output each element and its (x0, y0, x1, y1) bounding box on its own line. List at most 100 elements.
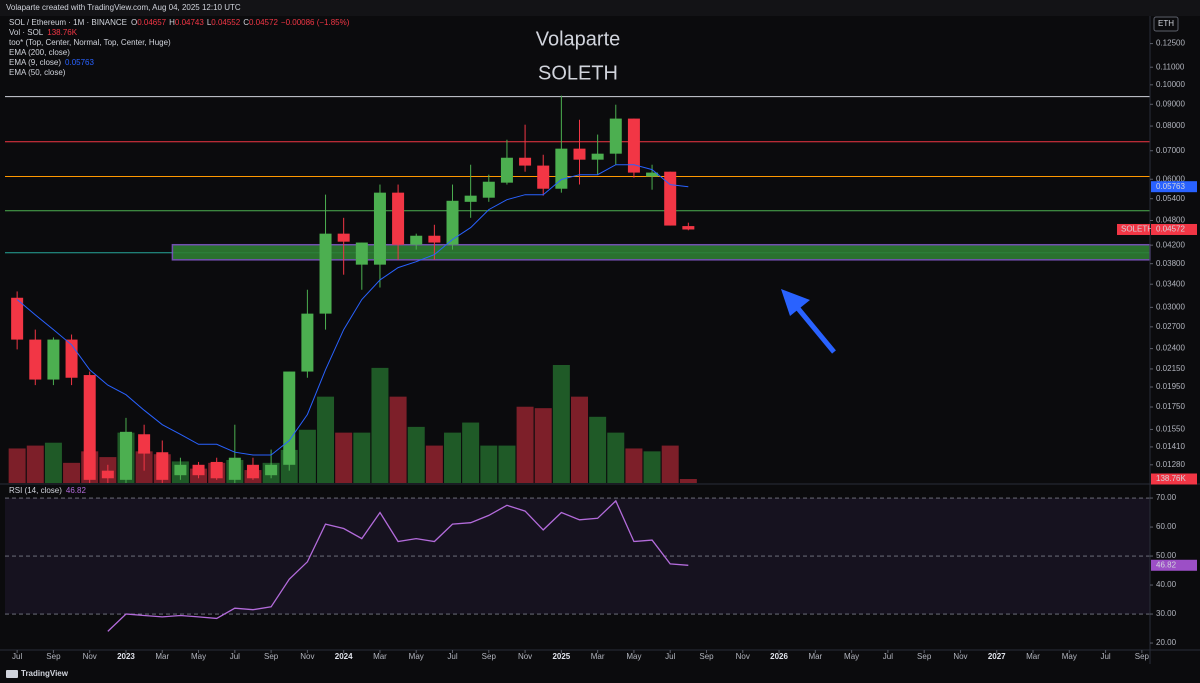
x-tick-label: 2024 (335, 652, 353, 661)
rsi-name: RSI (14, close) (9, 486, 62, 495)
volume-bar (607, 432, 625, 483)
volume-bar (371, 367, 389, 483)
symbol-tag-box (1117, 223, 1150, 235)
x-tick-label: Mar (373, 652, 387, 661)
x-tick-label: Sep (264, 652, 279, 661)
volume-bar (643, 451, 661, 483)
volume-bar (8, 448, 26, 483)
ohlc-value: 0.04572 (249, 18, 278, 27)
x-tick-label: 2026 (770, 652, 788, 661)
volume-tag: 138.76K (1156, 474, 1186, 483)
candle-body (664, 171, 677, 226)
candle-body (500, 157, 513, 183)
y-tick-label: 70.00 (1156, 493, 1177, 502)
candle-body (265, 464, 278, 476)
volume-bar (26, 445, 44, 483)
candle-body (11, 297, 24, 340)
candle-body (210, 461, 223, 479)
watermark: SOLETH (538, 62, 618, 84)
candle-body (428, 235, 441, 243)
y-tick-label: 0.01550 (1156, 425, 1185, 434)
currency-box[interactable] (1153, 16, 1179, 32)
x-tick-label: Jul (665, 652, 675, 661)
support-zone (171, 243, 1151, 261)
x-tick-label: Sep (482, 652, 497, 661)
x-tick-label: Nov (83, 652, 97, 661)
currency[interactable]: ETH (1158, 19, 1174, 28)
x-tick-label: Mar (1026, 652, 1040, 661)
volume-bar (335, 432, 353, 483)
brand: TradingView (21, 669, 69, 678)
y-tick-label: 0.08000 (1156, 121, 1185, 130)
x-tick-label: Sep (699, 652, 714, 661)
candle-body (392, 192, 405, 245)
x-tick-label: Jul (447, 652, 457, 661)
candle-body (47, 339, 60, 380)
plot-area (5, 95, 1151, 632)
volume-bar (63, 462, 81, 483)
x-tick-label: Sep (46, 652, 61, 661)
candle-body (246, 464, 259, 479)
x-tick-label: May (626, 652, 641, 661)
y-tick-label: 0.05400 (1156, 194, 1185, 203)
volume-name: Vol · SOL (9, 28, 44, 37)
footer (0, 664, 1200, 683)
legend-row: Vol · SOL 138.76K (9, 28, 78, 37)
x-tick-label: Mar (591, 652, 605, 661)
x-tick-label: Sep (1135, 652, 1150, 661)
x-tick-label: Jul (12, 652, 22, 661)
y-tick-label: 30.00 (1156, 609, 1177, 618)
arrow-shaft (794, 304, 836, 354)
banner-bar (0, 0, 1200, 16)
x-tick-label: May (409, 652, 424, 661)
ema-price-tag: 0.05763 (1156, 182, 1185, 191)
y-tick-label: 0.03000 (1156, 302, 1185, 311)
arrow-head (781, 289, 810, 316)
volume-bar (298, 429, 316, 483)
symbol-tag: SOLETH (1121, 225, 1153, 234)
volume-bar (462, 422, 480, 483)
candle-body (591, 153, 604, 160)
volume-bar (625, 448, 643, 483)
x-tick-label: Mar (808, 652, 822, 661)
candle-body (283, 371, 296, 465)
candle-body (646, 172, 659, 177)
watermark: Volaparte (536, 28, 621, 50)
candle-body (29, 339, 42, 380)
rsi-value: 46.82 (66, 486, 87, 495)
legend-row: SOL / Ethereum · 1M · BINANCE O0.04657 H0.… (9, 18, 350, 27)
x-tick-label: Jul (230, 652, 240, 661)
ohlc-key: C (243, 18, 249, 27)
volume-bar (389, 396, 407, 483)
candle-body (609, 118, 622, 154)
y-tick-label: 0.02150 (1156, 364, 1185, 373)
close-price-tag-box (1151, 223, 1197, 235)
candle-body (138, 434, 151, 454)
candle-body (373, 192, 386, 265)
x-tick-label: Nov (736, 652, 750, 661)
x-tick-label: 2025 (552, 652, 570, 661)
y-tick-label: 0.07000 (1156, 146, 1185, 155)
y-tick-label: 0.04200 (1156, 240, 1185, 249)
volume-value: 138.76K (47, 28, 77, 37)
rsi-line (107, 499, 689, 632)
x-tick-label: May (1062, 652, 1077, 661)
y-tick-label: 0.01950 (1156, 382, 1185, 391)
ohlc-value: 0.04657 (137, 18, 166, 27)
volume-bar (516, 406, 534, 483)
y-tick-label: 0.12500 (1156, 39, 1185, 48)
y-tick-label: 0.02400 (1156, 344, 1185, 353)
candle-body (627, 118, 640, 173)
candle-body (83, 375, 96, 480)
volume-bar (44, 442, 62, 483)
legend-row: too* (Top, Center, Normal, Top, Center, … (9, 38, 171, 47)
y-tick-label: 0.01750 (1156, 402, 1185, 411)
x-tick-label: Nov (518, 652, 532, 661)
volume-bar (661, 445, 679, 483)
rsi-tag-box (1151, 559, 1197, 571)
y-tick-label: 0.09000 (1156, 99, 1185, 108)
x-tick-label: Jul (1100, 652, 1110, 661)
candle-body (174, 464, 187, 476)
volume-bar (407, 426, 425, 483)
